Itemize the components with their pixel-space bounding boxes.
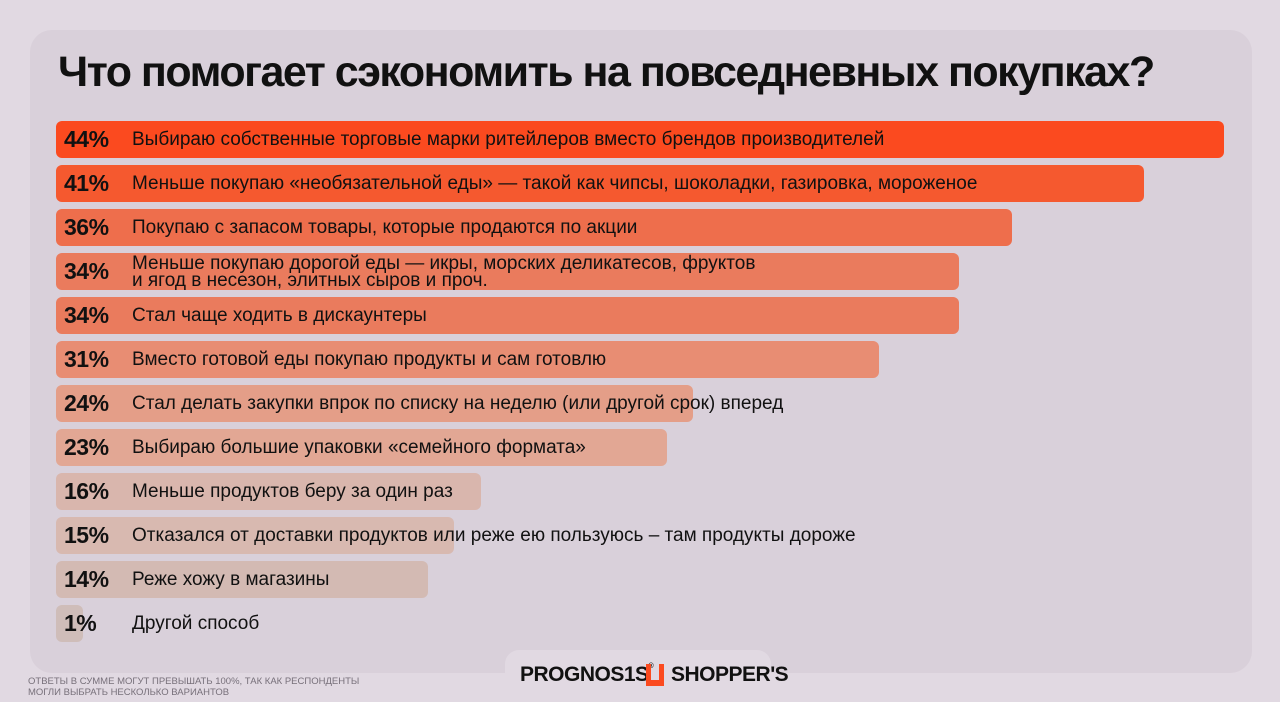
bar xyxy=(56,385,694,422)
bar xyxy=(56,517,455,554)
bar-category-label: Отказался от доставки продуктов или реже… xyxy=(132,525,856,546)
bar-category-label: Другой способ xyxy=(132,613,260,634)
bar xyxy=(56,253,959,290)
chart-title: Что помогает сэкономить на повседневных … xyxy=(58,48,1155,96)
bar-row: 36% Покупаю с запасом товары, которые про… xyxy=(56,209,1224,246)
bar-row: 31% Вместо готовой еды покупаю продукты и… xyxy=(56,341,1224,378)
bar-value-label: 44% xyxy=(64,126,109,152)
footnote: Ответы в сумме могут превышать 100%, так… xyxy=(28,676,360,698)
bar-category-label: Меньше продуктов беру за один раз xyxy=(132,481,453,502)
bar xyxy=(56,165,1145,202)
bar-row: 1% Другой способ xyxy=(56,605,1224,642)
bar xyxy=(56,473,481,510)
bar xyxy=(56,561,428,598)
bar-category-label: Стал делать закупки впрок по списку на н… xyxy=(132,393,784,414)
bar-value-label: 41% xyxy=(64,170,109,196)
bar-category-label: Выбираю собственные торговые марки ритей… xyxy=(132,129,885,150)
bar-chart: 44% Выбираю собственные торговые марки ри… xyxy=(56,121,1224,649)
bar xyxy=(56,297,959,334)
bar xyxy=(56,429,667,466)
bar xyxy=(56,341,879,378)
bar-category-label: Меньше покупаю дорогой еды — икры, морск… xyxy=(132,252,756,291)
bar-row: 41% Меньше покупаю «необязательной еды» —… xyxy=(56,165,1224,202)
bar-row: 34% Стал чаще ходить в дискаунтеры xyxy=(56,297,1224,334)
bar-category-label: Вместо готовой еды покупаю продукты и са… xyxy=(132,349,607,370)
prognosis-logo: PROGNOS1S® xyxy=(520,663,654,686)
logos-tab: PROGNOS1S® SHOPPER'S xyxy=(505,650,789,702)
bar-row: 16% Меньше продуктов беру за один раз xyxy=(56,473,1224,510)
bar-value-label: 23% xyxy=(64,434,109,460)
bar-value-label: 34% xyxy=(64,258,109,284)
bar-value-label: 1% xyxy=(64,610,97,636)
bar-category-label: Покупаю с запасом товары, которые продаю… xyxy=(132,217,638,238)
bar-value-label: 15% xyxy=(64,522,109,548)
shoppers-bracket-icon xyxy=(646,664,664,686)
bar xyxy=(56,209,1012,246)
bar-row: 24% Стал делать закупки впрок по списку н… xyxy=(56,385,1224,422)
bar-value-label: 14% xyxy=(64,566,109,592)
bar-row: 14% Реже хожу в магазины xyxy=(56,561,1224,598)
bar-category-label: Стал чаще ходить в дискаунтеры xyxy=(132,305,427,326)
bar-category-label: Выбираю большие упаковки «семейного форм… xyxy=(132,437,586,458)
bar-row: 23% Выбираю большие упаковки «семейного ф… xyxy=(56,429,1224,466)
bar xyxy=(56,121,1224,158)
bar-category-label: Реже хожу в магазины xyxy=(132,569,330,590)
bar xyxy=(56,605,83,642)
bar-row: 15% Отказался от доставки продуктов или р… xyxy=(56,517,1224,554)
bar-row: 44% Выбираю собственные торговые марки ри… xyxy=(56,121,1224,158)
bar-value-label: 34% xyxy=(64,302,109,328)
bar-value-label: 31% xyxy=(64,346,109,372)
bar-category-label: Меньше покупаю «необязательной еды» — та… xyxy=(132,173,978,194)
bar-row: 34% Меньше покупаю дорогой еды — икры, мо… xyxy=(56,253,1224,290)
bar-value-label: 24% xyxy=(64,390,109,416)
bar-value-label: 36% xyxy=(64,214,109,240)
shoppers-logo: SHOPPER'S xyxy=(671,663,789,686)
bar-value-label: 16% xyxy=(64,478,109,504)
